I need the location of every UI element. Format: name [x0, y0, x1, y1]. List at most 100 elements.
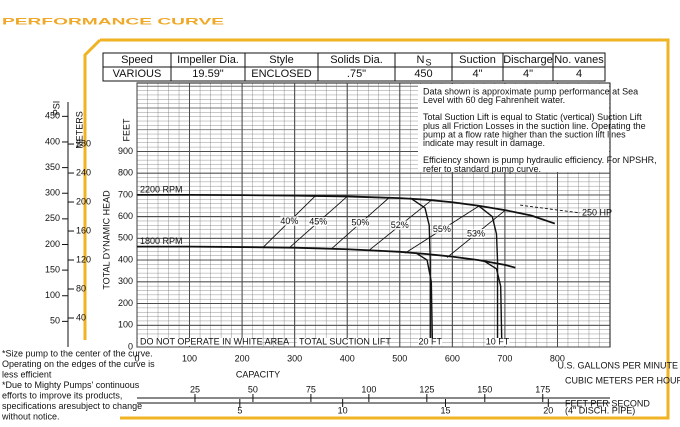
- y-tick-label: 800: [118, 168, 133, 178]
- y-tick-label: 100: [118, 320, 133, 330]
- secondary-tick-label: 125: [419, 384, 434, 394]
- label-bg: [351, 218, 370, 228]
- meters-label: METERS: [74, 111, 84, 149]
- side-note: *Due to Mighty Pumps' continuous: [2, 380, 140, 390]
- side-note: specifications aresubject to change: [2, 401, 142, 411]
- y-axis-title: TOTAL DYNAMIC HEAD: [101, 190, 111, 290]
- side-tick-label: 80: [76, 283, 86, 293]
- side-tick-label: 200: [45, 239, 60, 249]
- table-header: Discharge: [503, 54, 553, 66]
- label-bg: [390, 220, 409, 230]
- side-note: without notice.: [1, 411, 60, 421]
- x-tick-label: 400: [340, 353, 355, 363]
- x-tick-label: 0: [134, 353, 139, 363]
- y-tick-label: 500: [118, 233, 133, 243]
- x-tick-label: 300: [287, 353, 302, 363]
- table-cell: 19.59": [192, 68, 224, 80]
- note-text: pump at a flow rate higher than the suct…: [423, 129, 626, 139]
- m3h-label: CUBIC METERS PER HOUR: [565, 375, 680, 385]
- secondary-tick-label: 50: [248, 384, 258, 394]
- note-text: indicate may result in damage.: [423, 138, 545, 148]
- secondary-tick-label: 15: [440, 405, 450, 415]
- capacity-label: CAPACITY: [236, 369, 280, 379]
- secondary-tick-label: 25: [190, 384, 200, 394]
- side-tick-label: 350: [45, 162, 60, 172]
- table-cell: ENCLOSED: [251, 68, 312, 80]
- secondary-tick-label: 100: [361, 384, 376, 394]
- table-header: Style: [269, 54, 293, 66]
- y-tick-label: 700: [118, 189, 133, 199]
- series-label: 1800 RPM: [140, 236, 183, 246]
- efficiency-label: 53%: [467, 228, 485, 238]
- secondary-tick-label: 20: [543, 405, 553, 415]
- side-tick-label: 100: [45, 290, 60, 300]
- table-header: Suction: [459, 54, 496, 66]
- side-tick-label: 120: [76, 254, 91, 264]
- fps-sublabel: (4" DISCH. PIPE): [565, 405, 635, 415]
- psi-label: PSI: [51, 101, 61, 116]
- annotation: DO NOT OPERATE IN WHITE AREA: [140, 336, 289, 346]
- y-axis-label: FEET: [121, 118, 131, 142]
- y-tick-label: 300: [118, 276, 133, 286]
- notes-box: [418, 84, 609, 172]
- table-cell: 4: [576, 68, 582, 80]
- table-cell: 4": [472, 68, 482, 80]
- pump-curve: [137, 245, 516, 269]
- table-header: N: [417, 54, 425, 66]
- side-tick-label: 50: [50, 316, 60, 326]
- side-tick-label: 160: [76, 225, 91, 235]
- x-tick-label: 700: [497, 353, 512, 363]
- label-bg: [309, 217, 328, 227]
- secondary-tick-label: 175: [535, 384, 550, 394]
- side-note: Operating on the edges of the curve is: [2, 359, 155, 369]
- y-tick-label: 200: [118, 298, 133, 308]
- efficiency-label: 45%: [309, 216, 327, 226]
- secondary-tick-label: 150: [477, 384, 492, 394]
- y-tick-label: 900: [118, 146, 133, 156]
- side-tick-label: 400: [45, 136, 60, 146]
- table-header: No. vanes: [554, 54, 604, 66]
- efficiency-label: 40%: [280, 216, 298, 226]
- side-note: *Size pump to the center of the curve.: [2, 348, 153, 358]
- secondary-tick-label: 75: [306, 384, 316, 394]
- table-cell: .75": [347, 68, 366, 80]
- side-tick-label: 240: [76, 167, 91, 177]
- note-text: Efficiency shown is pump hydraulic effic…: [423, 155, 657, 165]
- efficiency-label: 50%: [351, 218, 369, 228]
- suction-lift-line: [409, 197, 434, 341]
- y-tick-label: 600: [118, 211, 133, 221]
- annotation-bg: [138, 338, 260, 346]
- x-tick-label: 100: [182, 353, 197, 363]
- side-tick-label: 150: [45, 264, 60, 274]
- y-tick-label: 400: [118, 254, 133, 264]
- label-bg: [485, 338, 510, 346]
- label-bg: [466, 229, 485, 239]
- suction-lift-line: [478, 205, 503, 341]
- side-tick-label: 200: [76, 196, 91, 206]
- table-header: Solids Dia.: [330, 54, 383, 66]
- frame: [83, 38, 670, 420]
- fps-label: FEET PER SECOND: [565, 398, 650, 408]
- suction-lift-label: 10 FT: [486, 336, 510, 346]
- hp-line: [520, 204, 581, 214]
- secondary-tick-label: 10: [338, 405, 348, 415]
- side-tick-label: 450: [45, 111, 60, 121]
- table-header: S: [425, 57, 431, 67]
- x-tick-label: 600: [445, 353, 460, 363]
- side-note: less efficient: [2, 369, 52, 379]
- table-header: Speed: [121, 54, 153, 66]
- y-tick-label: 0: [128, 341, 133, 351]
- note-text: Data shown is approximate pump performan…: [423, 86, 638, 96]
- note-text: Total Suction Lift is equal to Static (v…: [423, 112, 642, 122]
- table-cell: 4": [523, 68, 533, 80]
- x-tick-label: 800: [550, 353, 565, 363]
- annotation-bg: [297, 338, 385, 346]
- efficiency-label: 52%: [391, 220, 409, 230]
- x-tick-label: 500: [392, 353, 407, 363]
- hp-label: 250 HP: [582, 207, 612, 217]
- suction-lift-label: 20 FT: [419, 336, 443, 346]
- page-title: PERFORMANCE CURVE: [2, 16, 224, 26]
- note-text: refer to standard pump curve.: [423, 164, 541, 174]
- series-label: 2200 RPM: [140, 184, 183, 194]
